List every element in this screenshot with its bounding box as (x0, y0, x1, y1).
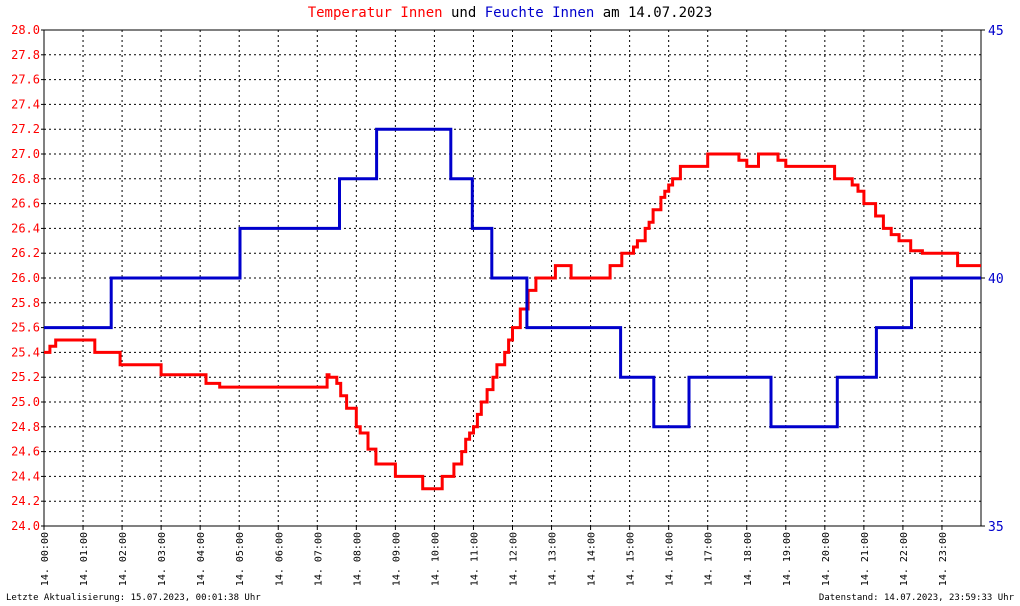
x-tick-label: 14. 20:00 (821, 532, 832, 586)
x-tick-label: 14. 23:00 (938, 532, 949, 586)
x-tick-label: 14. 06:00 (274, 532, 285, 586)
title-temperature: Temperatur Innen (307, 5, 443, 21)
title-date: am 14.07.2023 (594, 5, 713, 21)
x-tick-label: 14. 22:00 (899, 532, 910, 586)
y-left-tick-label: 25.8 (11, 296, 40, 310)
footer-last-update: Letzte Aktualisierung: 15.07.2023, 00:01… (6, 593, 261, 603)
x-tick-label: 14. 10:00 (430, 532, 441, 586)
y-left-tick-label: 26.8 (11, 172, 40, 186)
x-tick-label: 14. 16:00 (665, 532, 676, 586)
y-left-tick-label: 26.2 (11, 246, 40, 260)
x-tick-label: 14. 02:00 (118, 532, 129, 586)
y-left-tick-label: 24.6 (11, 445, 40, 459)
x-tick-label: 14. 07:00 (313, 532, 324, 586)
x-tick-label: 14. 19:00 (782, 532, 793, 586)
x-tick-label: 14. 13:00 (548, 532, 559, 586)
y-left-tick-label: 25.2 (11, 370, 40, 384)
title-and: und (442, 5, 485, 21)
y-left-tick-label: 25.0 (11, 395, 40, 409)
y-right-tick-label: 45 (988, 24, 1004, 39)
x-tick-label: 14. 03:00 (157, 532, 168, 586)
y-left-tick-label: 27.4 (11, 97, 40, 111)
y-left-tick-label: 25.4 (11, 345, 40, 359)
y-left-tick-label: 27.0 (11, 147, 40, 161)
x-tick-label: 14. 12:00 (509, 532, 520, 586)
x-tick-label: 14. 11:00 (469, 532, 480, 586)
y-left-tick-label: 25.6 (11, 321, 40, 335)
y-left-tick-label: 26.6 (11, 197, 40, 211)
y-left-tick-label: 27.8 (11, 48, 40, 62)
title-humidity: Feuchte Innen (484, 5, 595, 21)
y-left-tick-label: 24.0 (11, 519, 40, 533)
x-tick-label: 14. 00:00 (40, 532, 51, 586)
footer-data-status: Datenstand: 14.07.2023, 23:59:33 Uhr (818, 593, 1014, 603)
series-layer (44, 127, 981, 491)
x-tick-label: 14. 01:00 (79, 532, 90, 586)
x-tick-label: 14. 17:00 (704, 532, 715, 586)
y-left-tick-label: 26.4 (11, 221, 40, 235)
y-right-tick-label: 40 (988, 272, 1004, 287)
x-tick-label: 14. 15:00 (626, 532, 637, 586)
y-left-tick-label: 24.2 (11, 494, 40, 508)
x-tick-label: 14. 08:00 (352, 532, 363, 586)
y-left-tick-label: 26.0 (11, 271, 40, 285)
y-left-tick-label: 24.4 (11, 469, 40, 483)
y-left-tick-label: 27.6 (11, 73, 40, 87)
y-right-tick-label: 35 (988, 520, 1004, 535)
y-left-tick-label: 27.2 (11, 122, 40, 136)
humidity-series-line (44, 127, 981, 429)
y-left-tick-label: 28.0 (11, 23, 40, 37)
x-tick-label: 14. 09:00 (391, 532, 402, 586)
x-tick-label: 14. 21:00 (860, 532, 871, 586)
temperature-series-line (44, 152, 981, 491)
y-left-tick-label: 24.8 (11, 420, 40, 434)
x-tick-label: 14. 04:00 (196, 532, 207, 586)
x-tick-label: 14. 18:00 (743, 532, 754, 586)
x-tick-label: 14. 14:00 (587, 532, 598, 586)
chart-title: Temperatur Innen und Feuchte Innen am 14… (0, 5, 1020, 21)
grid (44, 30, 981, 526)
tick-labels: 24.0 24.2 24.4 24.6 24.8 25.0 25.2 25.4 25.6 25.8… (11, 23, 1004, 586)
x-tick-label: 14. 05:00 (235, 532, 246, 586)
